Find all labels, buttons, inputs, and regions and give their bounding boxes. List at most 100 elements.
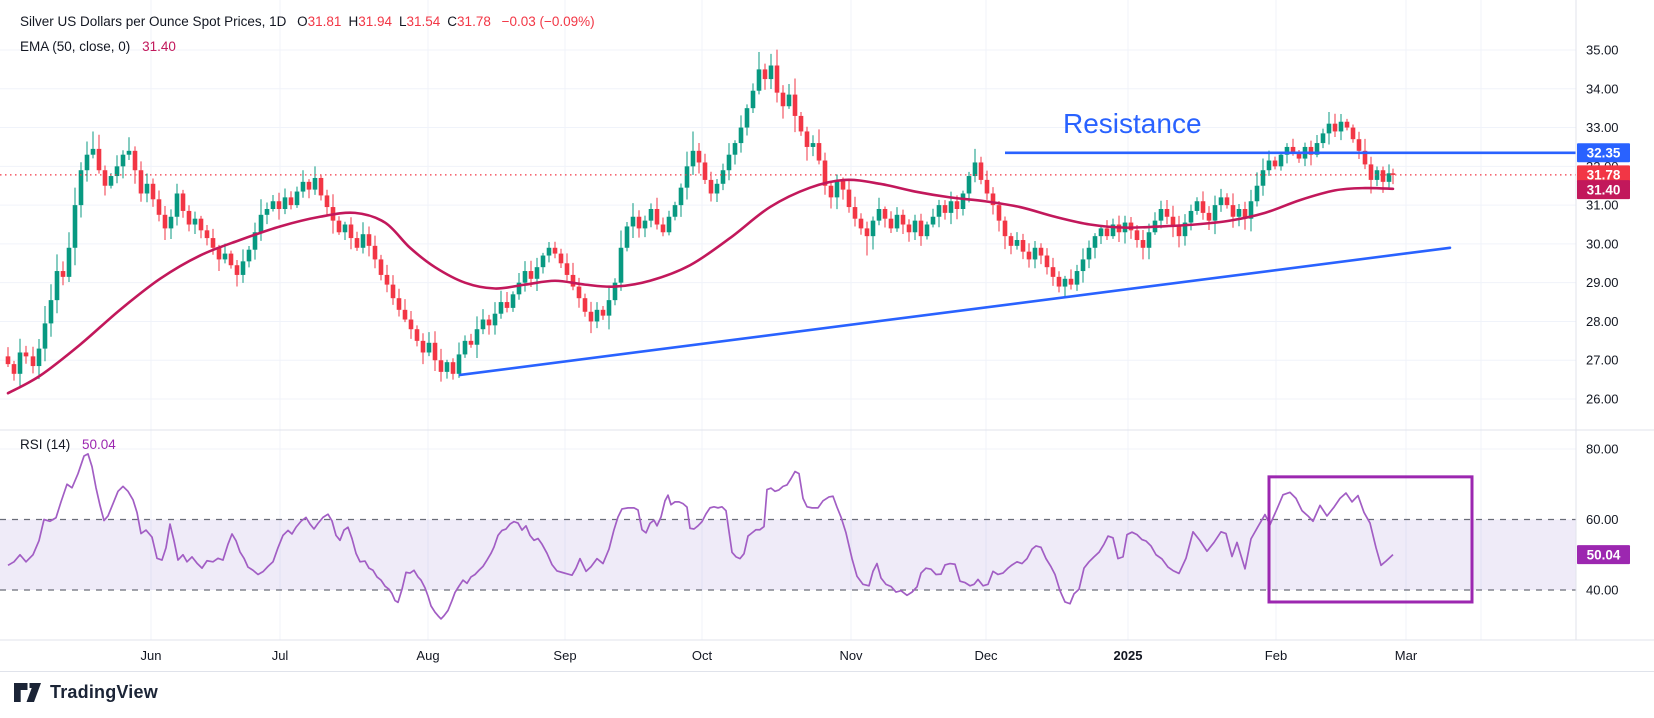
candle-body	[492, 313, 498, 326]
time-tick-label-Feb: Feb	[1265, 648, 1287, 663]
ema-legend-label[interactable]: EMA (50, close, 0)	[20, 39, 131, 54]
candle-body	[114, 166, 120, 177]
candle-body	[1218, 197, 1224, 206]
candle-body	[1254, 185, 1260, 202]
candle-body	[1194, 201, 1200, 211]
candle-body	[1080, 259, 1086, 272]
candle-body	[918, 220, 924, 237]
candle-body	[1380, 170, 1386, 182]
symbol-title[interactable]: Silver US Dollars per Ounce Spot Prices,…	[20, 14, 287, 29]
candle-body	[678, 187, 684, 206]
candle-body	[762, 69, 768, 80]
candle-body	[570, 274, 576, 287]
candle-body	[1386, 173, 1392, 182]
candle-body	[1158, 208, 1164, 221]
candle-body	[1350, 127, 1356, 140]
candle-body	[870, 220, 876, 237]
time-axis[interactable]: Jun Jul Aug Sep Oct Nov Dec 2025 Feb Mar	[141, 648, 1418, 663]
candle-body	[108, 176, 114, 186]
ohlc-key: L	[398, 14, 407, 29]
candle-body	[636, 216, 642, 229]
candle-body	[900, 214, 906, 225]
candle-body	[162, 214, 168, 229]
rsi-line	[7, 453, 1394, 620]
time-tick-label-Jul: Jul	[272, 648, 289, 663]
change-value: −0.03 (−0.09%)	[501, 14, 595, 29]
price-pane[interactable]	[0, 49, 1576, 395]
candle-body	[354, 238, 360, 248]
candle-body	[84, 154, 90, 171]
candle-body	[600, 309, 606, 316]
symbol-legend[interactable]: Silver US Dollars per Ounce Spot Prices,…	[20, 14, 595, 29]
candle-body	[432, 342, 438, 361]
candle-body	[1332, 123, 1338, 132]
ohlc-values: O31.81 H31.94 L31.54 C31.78	[290, 14, 491, 29]
candle-body	[726, 154, 732, 171]
candle-body	[30, 356, 36, 367]
candle-body	[426, 342, 432, 353]
price-tick-label: 34.00	[1586, 81, 1619, 96]
candle-body	[270, 201, 276, 209]
time-tick-label-Oct: Oct	[692, 648, 713, 663]
rsi-band	[0, 519, 1576, 590]
candle-body	[1236, 208, 1242, 217]
candle-body	[1290, 146, 1296, 153]
candle-body	[978, 162, 984, 180]
candle-body	[1242, 208, 1248, 219]
candle-body	[306, 181, 312, 190]
candle-body	[486, 319, 492, 326]
candle-body	[612, 282, 618, 301]
candle-body	[696, 150, 702, 163]
candle-body	[1314, 143, 1320, 155]
price-axis[interactable]: 35.0034.0033.0032.0031.0030.0029.0028.00…	[1577, 43, 1630, 598]
candle-body	[714, 183, 720, 194]
chart-canvas[interactable]: 35.0034.0033.0032.0031.0030.0029.0028.00…	[0, 0, 1654, 672]
candle-body	[216, 247, 222, 260]
trend-line[interactable]	[458, 246, 1452, 377]
ohlc-key: C	[447, 14, 458, 29]
candle-body	[1020, 240, 1026, 252]
candle-body	[72, 205, 78, 248]
candle-body	[630, 216, 636, 227]
resistance-price-badge	[1577, 143, 1630, 163]
candle-body	[780, 92, 786, 107]
candle-body	[804, 131, 810, 147]
ohlc-value: 31.81	[307, 14, 342, 29]
candle-body	[372, 245, 378, 260]
ema-value-badge	[1577, 180, 1630, 200]
rsi-tick-label: 60.00	[1586, 512, 1619, 527]
candle-body	[294, 191, 300, 206]
price-tick-label: 30.00	[1586, 236, 1619, 251]
candle-body	[582, 298, 588, 312]
candle-body	[996, 205, 1002, 221]
candle-body	[984, 179, 990, 194]
candle-body	[666, 216, 672, 233]
candle-body	[240, 261, 246, 275]
candle-body	[1356, 139, 1362, 151]
rsi-box-annotation[interactable]	[1267, 475, 1474, 604]
candle-body	[882, 208, 888, 219]
candle-body	[150, 183, 156, 200]
candle-body	[378, 259, 384, 275]
candle-body	[588, 311, 594, 322]
candle-body	[810, 143, 816, 147]
resistance-annotation-label[interactable]: Resistance	[1063, 108, 1202, 139]
rsi-legend-label[interactable]: RSI (14)	[20, 437, 71, 452]
candle-body	[1278, 154, 1284, 167]
candle-body	[606, 300, 612, 316]
candle-body	[510, 294, 516, 308]
rsi-pane[interactable]	[7, 453, 1394, 620]
candle-body	[60, 271, 66, 277]
candle-body	[558, 253, 564, 264]
tradingview-logo[interactable]: TradingView	[14, 682, 158, 703]
candle-body	[420, 340, 426, 353]
rsi-legend[interactable]: RSI (14) 50.04	[20, 437, 116, 452]
candle-body	[192, 218, 198, 225]
candle-body	[756, 69, 762, 91]
ema-value-badge-text: 31.40	[1587, 182, 1621, 197]
candle-body	[1092, 236, 1098, 248]
candle-body	[234, 265, 240, 275]
candle-body	[17, 352, 23, 374]
ema-legend[interactable]: EMA (50, close, 0) 31.40	[20, 39, 176, 54]
